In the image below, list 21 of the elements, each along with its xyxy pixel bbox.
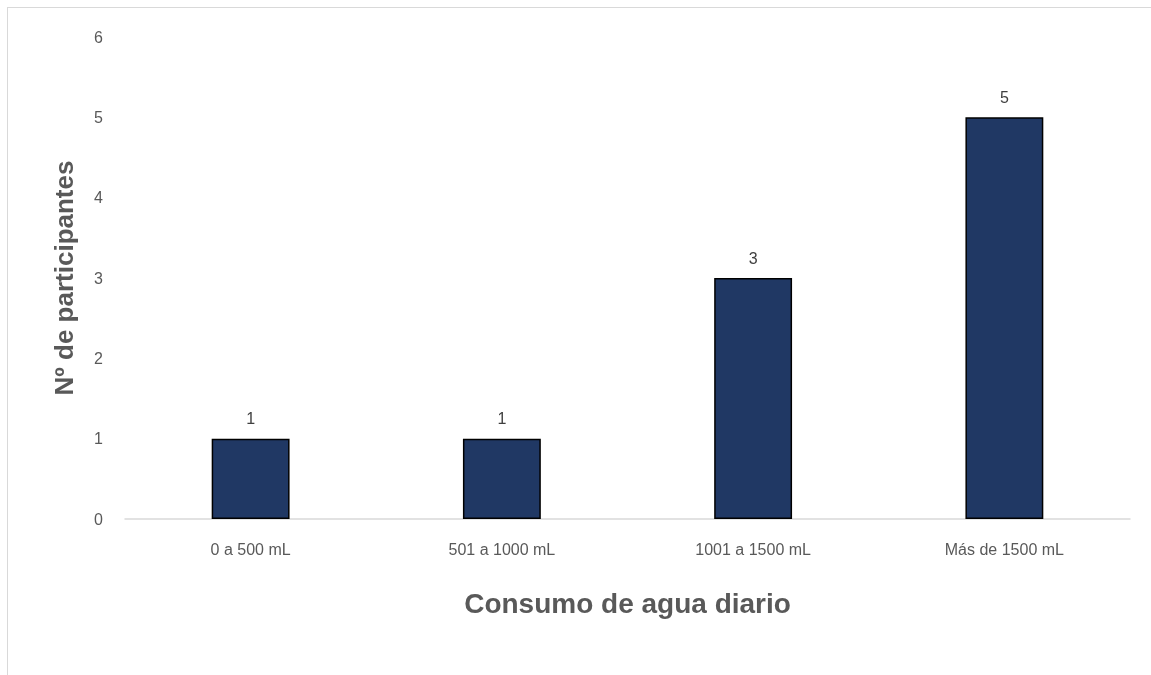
data-label: 3 [748,249,758,267]
x-tick-label: Más de 1500 mL [944,540,1065,558]
data-label: 1 [497,410,507,428]
y-tick-label: 0 [94,510,104,528]
x-tick-label: 0 a 500 mL [210,540,291,558]
y-tick-label: 5 [94,108,104,126]
y-tick-label: 1 [94,430,104,448]
y-tick-label: 4 [94,189,104,207]
y-tick-label: 2 [94,349,104,367]
data-label: 5 [999,88,1009,106]
y-tick-label: 3 [94,269,104,287]
y-tick-label: 6 [94,28,104,46]
data-label: 1 [246,410,256,428]
y-axis-title: Nº de participantes [49,160,79,396]
x-tick-label: 501 a 1000 mL [448,540,556,558]
bar [211,438,290,519]
x-tick-label: 1001 a 1500 mL [695,540,812,558]
bar [714,278,793,519]
x-axis-title: Consumo de agua diario [464,587,791,619]
bar [965,117,1044,519]
bar [462,438,541,519]
